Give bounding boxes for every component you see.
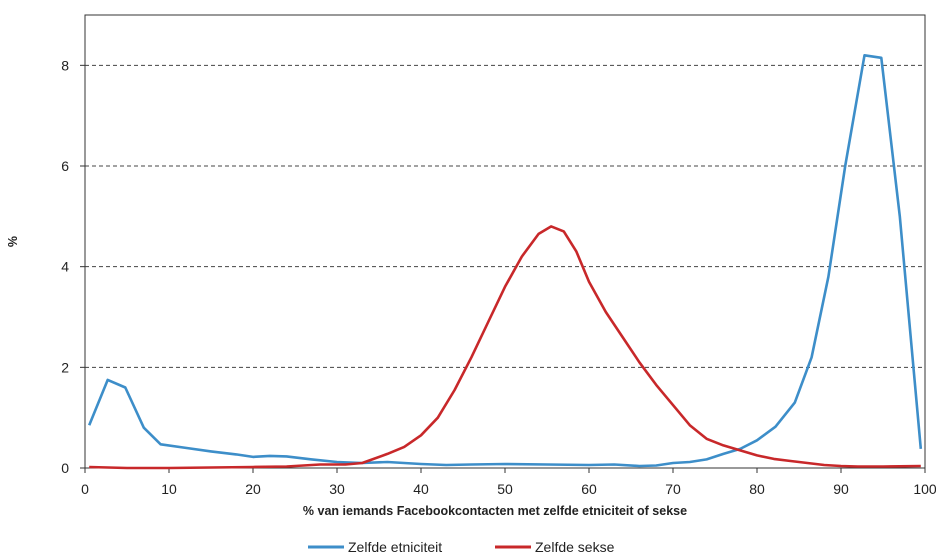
- x-tick-label: 10: [161, 481, 177, 497]
- x-axis-title: % van iemands Facebookcontacten met zelf…: [303, 504, 687, 518]
- legend-label: Zelfde etniciteit: [348, 539, 442, 555]
- y-tick-label: 8: [61, 57, 69, 73]
- legend-label: Zelfde sekse: [535, 539, 615, 555]
- x-tick-label: 0: [81, 481, 89, 497]
- gridlines: [85, 64, 925, 368]
- y-tick-label: 0: [61, 460, 69, 476]
- x-tick-label: 80: [749, 481, 765, 497]
- y-axis: 0 2 4 6 8: [61, 57, 85, 476]
- series-line-1: [87, 54, 923, 468]
- x-tick-label: 40: [413, 481, 429, 497]
- legend: Zelfde etniciteit Zelfde sekse: [308, 539, 615, 555]
- x-tick-label: 30: [329, 481, 345, 497]
- series-lines: [87, 54, 923, 470]
- x-tick-label: 100: [913, 481, 936, 497]
- y-axis-title: %: [6, 236, 20, 247]
- x-tick-label: 70: [665, 481, 681, 497]
- plot-frame: [84, 14, 926, 469]
- series-line-2: [89, 225, 921, 470]
- x-axis: 0 10 20 30 40 50 60 70 80 90 100: [81, 468, 936, 497]
- x-tick-label: 20: [245, 481, 261, 497]
- y-tick-label: 2: [61, 359, 69, 375]
- x-tick-label: 50: [497, 481, 513, 497]
- x-tick-label: 60: [581, 481, 597, 497]
- x-tick-label: 90: [833, 481, 849, 497]
- y-tick-label: 6: [61, 158, 69, 174]
- y-tick-label: 4: [61, 259, 69, 275]
